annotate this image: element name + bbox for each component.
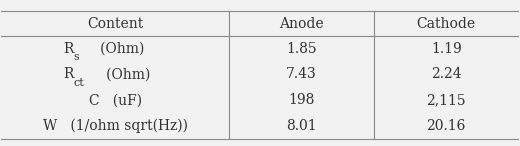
Text: 1.85: 1.85: [286, 42, 317, 56]
Text: s: s: [74, 52, 80, 62]
Text: 8.01: 8.01: [286, 119, 317, 133]
Text: (Ohm): (Ohm): [94, 67, 151, 81]
Text: 2,115: 2,115: [426, 93, 466, 107]
Text: ct: ct: [74, 78, 85, 88]
Text: (Ohm): (Ohm): [87, 42, 144, 56]
Text: 20.16: 20.16: [426, 119, 466, 133]
Text: 7.43: 7.43: [286, 67, 317, 81]
Text: C   (uF): C (uF): [88, 93, 142, 107]
Text: W   (1/ohm sqrt(Hz)): W (1/ohm sqrt(Hz)): [43, 119, 188, 133]
Text: 1.19: 1.19: [431, 42, 462, 56]
Text: R: R: [63, 67, 74, 81]
Text: Content: Content: [87, 17, 144, 31]
Text: 198: 198: [288, 93, 315, 107]
Text: Anode: Anode: [279, 17, 323, 31]
Text: Cathode: Cathode: [417, 17, 476, 31]
Text: R: R: [63, 42, 74, 56]
Text: 2.24: 2.24: [431, 67, 462, 81]
